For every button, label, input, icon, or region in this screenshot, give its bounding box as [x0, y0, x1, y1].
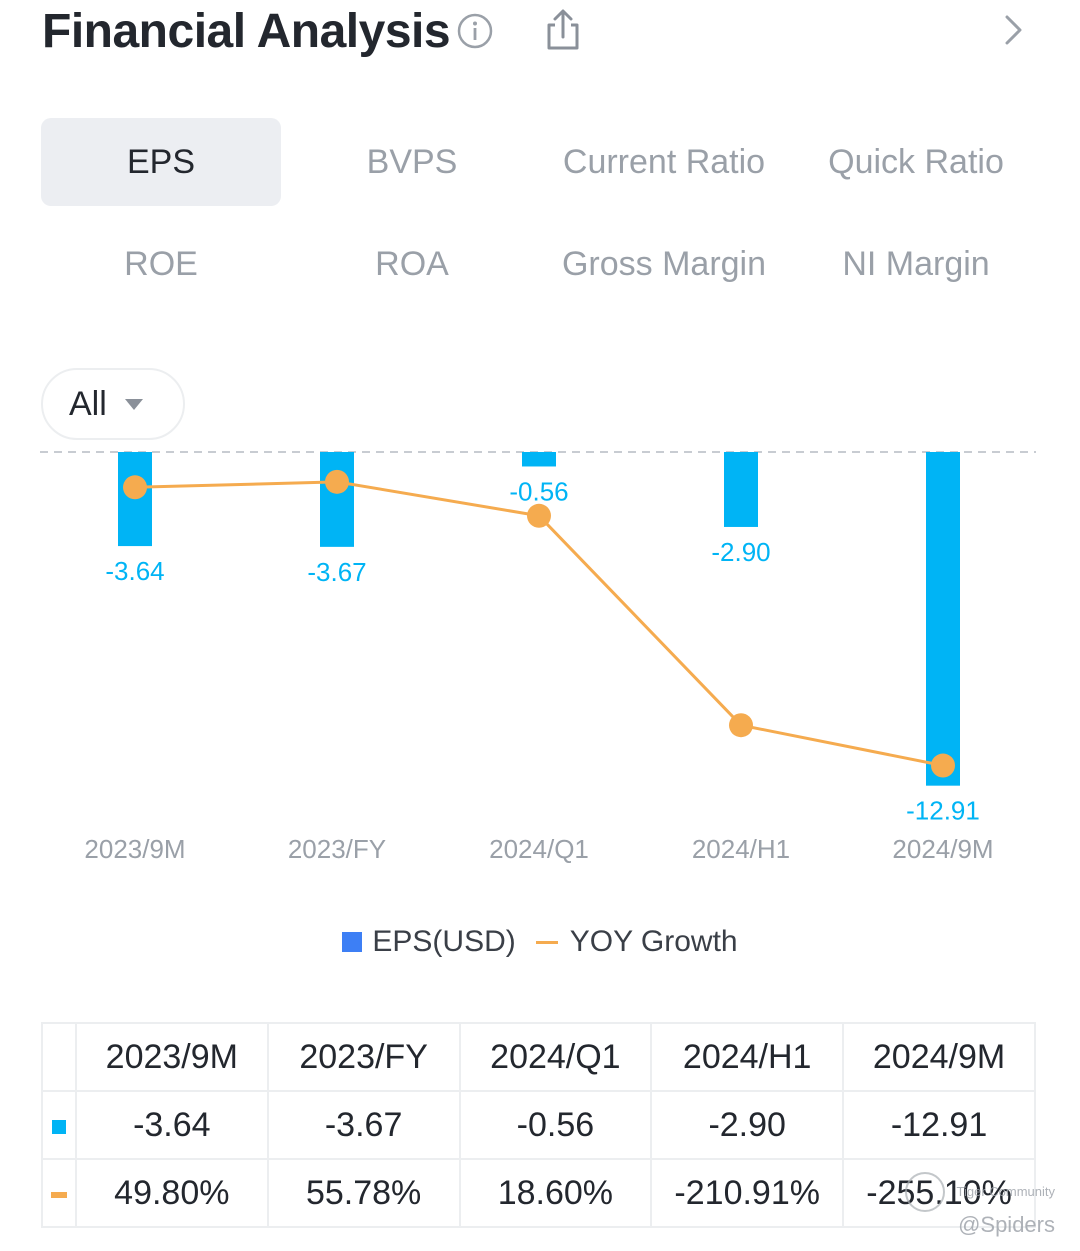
table-header-cell: 2023/FY: [266, 1022, 461, 1092]
yoy-growth-point[interactable]: [527, 503, 551, 528]
table-header-cell: 2024/9M: [842, 1022, 1036, 1092]
x-tick-label: 2023/FY: [288, 834, 386, 864]
metric-tabs: EPS BVPS Current Ratio Quick Ratio ROE R…: [40, 118, 1040, 318]
table-header-cell: 2024/Q1: [458, 1022, 653, 1092]
tiger-logo-icon: [905, 1172, 945, 1212]
legend-yoy-swatch: [535, 940, 558, 944]
eps-data-table: 2023/9M 2023/FY 2024/Q1 2024/H1 2024/9M …: [41, 1022, 1036, 1228]
table-row-yoy: 49.80% 55.78% 18.60% -210.91% -255.10%: [41, 1158, 1036, 1228]
tab-gross-margin[interactable]: Gross Margin: [561, 244, 767, 283]
table-corner-cell: [41, 1022, 77, 1092]
tab-eps[interactable]: EPS: [41, 118, 281, 206]
tab-bvps[interactable]: BVPS: [366, 142, 458, 181]
table-cell: -3.67: [266, 1090, 461, 1160]
table-cell: 18.60%: [458, 1158, 653, 1228]
table-cell: -0.56: [458, 1090, 653, 1160]
x-tick-label: 2024/H1: [692, 834, 790, 864]
eps-bar[interactable]: [724, 452, 758, 527]
legend-yoy-label[interactable]: YOY Growth: [569, 925, 738, 958]
yoy-marker-icon: [50, 1191, 67, 1198]
table-cell: -210.91%: [650, 1158, 845, 1228]
yoy-growth-point[interactable]: [123, 475, 147, 500]
chevron-right-icon[interactable]: [998, 12, 1028, 48]
eps-marker-icon: [51, 1119, 66, 1134]
tab-quick-ratio[interactable]: Quick Ratio: [828, 142, 1004, 181]
header: Financial Analysis: [0, 0, 1080, 70]
eps-bar[interactable]: [320, 452, 354, 547]
table-cell: 49.80%: [74, 1158, 269, 1228]
table-cell: -2.90: [650, 1090, 845, 1160]
table-row-eps: -3.64 -3.67 -0.56 -2.90 -12.91: [41, 1090, 1036, 1160]
table-header-cell: 2024/H1: [650, 1022, 845, 1092]
table-header-cell: 2023/9M: [74, 1022, 269, 1092]
page-title: Financial Analysis: [42, 5, 451, 58]
eps-data-label: -3.64: [105, 556, 164, 586]
watermark: Tiger Community @Spiders: [905, 1172, 1075, 1247]
tab-ni-margin[interactable]: NI Margin: [842, 244, 990, 283]
watermark-line1: Tiger Community: [956, 1184, 1055, 1199]
period-filter-label: All: [69, 384, 107, 423]
table-cell: 55.78%: [266, 1158, 461, 1228]
eps-bar[interactable]: [522, 452, 556, 467]
eps-row-marker: [41, 1090, 77, 1160]
yoy-growth-point[interactable]: [325, 469, 349, 494]
tab-roa[interactable]: ROA: [375, 244, 449, 283]
legend-eps-swatch: [342, 932, 363, 952]
table-cell: -3.64: [74, 1090, 269, 1160]
tab-current-ratio[interactable]: Current Ratio: [562, 142, 766, 181]
legend-eps-label[interactable]: EPS(USD): [372, 925, 516, 958]
table-header-row: 2023/9M 2023/FY 2024/Q1 2024/H1 2024/9M: [41, 1022, 1036, 1092]
x-tick-label: 2023/9M: [84, 834, 185, 864]
info-icon[interactable]: [456, 12, 494, 50]
x-tick-label: 2024/9M: [892, 834, 993, 864]
eps-chart-svg: -3.64 -3.67 -0.56 -2.90 -12.91 2023/9M 2023/F…: [40, 451, 1036, 864]
chart-legend: EPS(USD) YOY Growth: [0, 922, 1080, 962]
table-cell: -12.91: [842, 1090, 1036, 1160]
eps-data-label: -12.91: [906, 796, 980, 826]
yoy-row-marker: [41, 1158, 77, 1228]
eps-data-label: -2.90: [711, 537, 770, 567]
eps-data-label: -0.56: [509, 476, 568, 506]
x-tick-label: 2024/Q1: [489, 834, 589, 864]
tab-roe[interactable]: ROE: [124, 244, 198, 283]
caret-down-icon: [124, 398, 143, 410]
share-icon[interactable]: [542, 8, 584, 52]
yoy-growth-point[interactable]: [931, 753, 955, 778]
watermark-line2: @Spiders: [958, 1212, 1055, 1237]
eps-data-label: -3.67: [307, 557, 366, 587]
period-filter-dropdown[interactable]: All: [41, 368, 185, 440]
eps-bar[interactable]: [926, 452, 960, 786]
yoy-growth-point[interactable]: [729, 713, 753, 738]
eps-chart: -3.64 -3.67 -0.56 -2.90 -12.91 2023/9M 2023/F…: [0, 440, 1080, 880]
